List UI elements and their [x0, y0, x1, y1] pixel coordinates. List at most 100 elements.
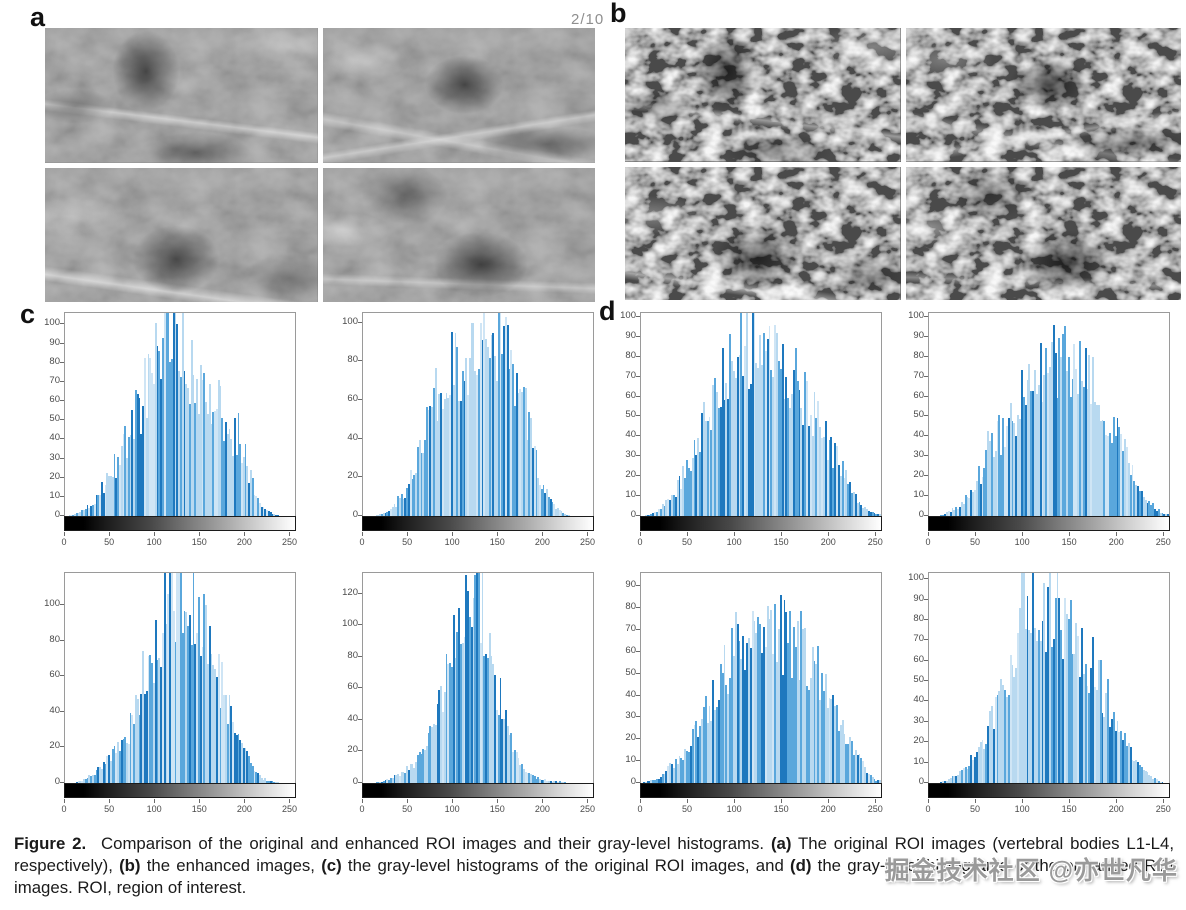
histogram-bar: [197, 596, 200, 783]
x-axis-tick-label: 250: [281, 804, 297, 814]
histogram-bar: [531, 448, 534, 516]
histogram-bar: [1120, 434, 1123, 516]
histogram-bar: [1032, 390, 1034, 516]
x-axis-tick-label: 0: [925, 537, 931, 547]
histogram-bar: [465, 357, 468, 516]
histogram-bar: [1094, 401, 1096, 516]
histogram-bar: [1155, 510, 1158, 516]
histogram-bar: [695, 455, 698, 516]
histogram-bar: [762, 332, 765, 516]
histogram-bar: [1060, 629, 1063, 783]
histogram-bar: [415, 473, 417, 516]
histogram-bar: [458, 607, 461, 783]
histogram-bar: [248, 482, 251, 516]
histogram-bar: [84, 508, 87, 516]
histogram-bar: [747, 388, 750, 516]
histogram-bar: [135, 694, 137, 783]
histogram-bar: [77, 781, 80, 783]
histogram-bar: [768, 326, 771, 516]
histogram-plot-area: [928, 572, 1170, 784]
histogram-bar: [877, 780, 880, 783]
x-axis-tick-label: 0: [359, 804, 365, 814]
histogram-bar: [214, 669, 216, 783]
histogram-bar: [1024, 405, 1027, 516]
histogram-bar: [524, 772, 527, 783]
x-axis-tick-label: 50: [402, 804, 413, 814]
x-axis-tick-mark: [154, 532, 156, 536]
histogram-bar: [224, 694, 227, 783]
histogram-bar: [712, 680, 715, 783]
histogram-bar: [413, 767, 416, 783]
histogram-bar: [824, 421, 827, 516]
histogram-bar: [454, 658, 457, 783]
histogram-bar: [985, 744, 988, 783]
histogram-bar: [1005, 696, 1008, 783]
histogram-bar: [438, 394, 441, 516]
histogram-bar: [806, 381, 808, 516]
y-axis-tick-label: 70: [625, 622, 636, 634]
y-axis-tick-label: 60: [49, 394, 60, 406]
histogram-bar: [404, 498, 407, 516]
x-axis-tick-mark: [199, 799, 201, 803]
histogram-bar: [404, 772, 407, 783]
histogram-bar: [275, 781, 278, 783]
histogram-bar: [742, 635, 745, 783]
y-axis-tick-label: 20: [347, 744, 358, 756]
histogram-bar: [443, 691, 446, 783]
x-axis-tick-label: 150: [489, 537, 505, 547]
histogram-bar: [877, 513, 880, 516]
histogram-bar: [551, 501, 554, 516]
x-axis-tick-label: 200: [1108, 537, 1124, 547]
histogram-bar: [420, 753, 423, 783]
histogram-bar: [947, 511, 950, 516]
histogram-bar: [197, 413, 200, 516]
histogram-bar: [377, 515, 380, 516]
histogram-bar: [223, 440, 225, 516]
y-axis-tick-mark: [636, 395, 640, 397]
histogram-bar: [476, 374, 478, 516]
histogram-bar: [451, 331, 453, 516]
y-axis-tick-label: 30: [625, 710, 636, 722]
histogram-bar: [686, 460, 688, 516]
x-axis-tick-mark: [289, 532, 291, 536]
histogram-bar: [109, 476, 112, 516]
histogram-bar: [761, 653, 763, 783]
y-axis-tick-mark: [924, 435, 928, 437]
histogram-bar: [1140, 491, 1143, 516]
histogram-bar: [1056, 573, 1059, 783]
histogram-bar: [75, 512, 78, 516]
y-axis-tick-mark: [60, 400, 64, 402]
histogram-c2: 0 20 40 60 80 100 0 50 100 150 200 250: [334, 312, 596, 555]
x-axis-tick-label: 250: [281, 537, 297, 547]
histogram-bar: [1116, 417, 1119, 516]
histogram-bar: [1009, 654, 1012, 783]
histogram-bar: [97, 494, 100, 516]
histogram-bar: [998, 690, 1001, 783]
histogram-bar: [380, 514, 383, 516]
histogram-bar: [970, 755, 973, 783]
histogram-bar: [562, 781, 565, 783]
histogram-bar: [996, 420, 999, 516]
histogram-bar: [167, 313, 170, 516]
histogram-bar: [1155, 779, 1158, 783]
histogram-bar: [203, 372, 206, 516]
histogram-bar: [422, 453, 425, 516]
histogram-bar: [747, 638, 750, 783]
histogram-bar: [1004, 690, 1006, 783]
histogram-bar: [458, 401, 461, 516]
x-axis-tick-mark: [362, 799, 363, 803]
histogram-bar: [1142, 769, 1145, 783]
panel-label-b: b: [610, 0, 627, 28]
histogram-bar: [530, 418, 532, 516]
histogram-bar: [755, 633, 758, 783]
histogram-bar: [821, 673, 823, 783]
histogram-bar: [521, 763, 523, 783]
histogram-bar: [539, 779, 541, 783]
y-axis-tick-mark: [636, 355, 640, 357]
histogram-bar: [849, 482, 851, 516]
y-axis-tick-label: 40: [625, 688, 636, 700]
histogram-bar: [135, 389, 137, 516]
histogram-bar: [144, 358, 146, 516]
histogram-bar: [226, 724, 229, 783]
histogram-bar: [992, 729, 995, 783]
